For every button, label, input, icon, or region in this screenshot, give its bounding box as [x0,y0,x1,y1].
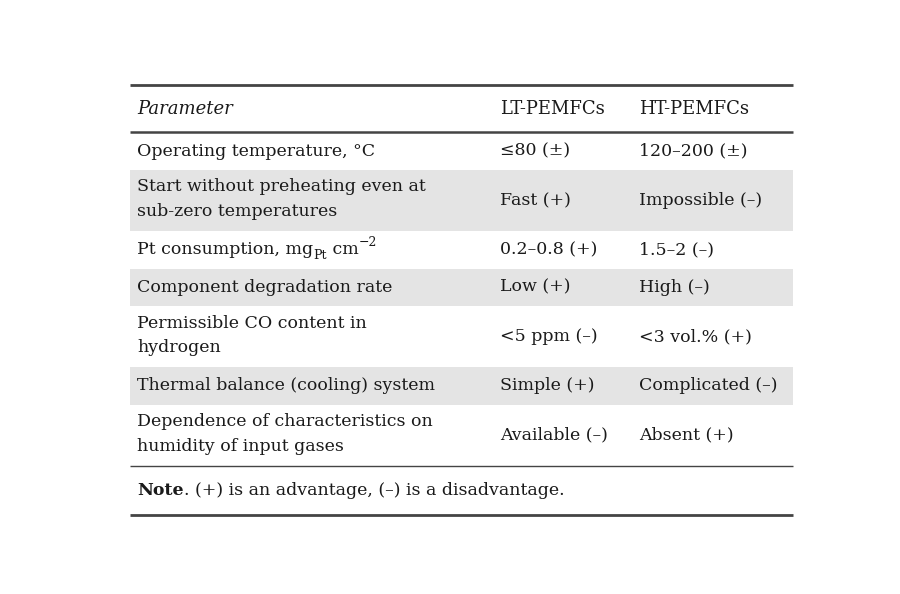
Text: <5 ppm (–): <5 ppm (–) [500,328,598,345]
Bar [130,268,793,306]
Text: <3 vol.% (+): <3 vol.% (+) [639,328,752,345]
Text: cm: cm [327,241,358,258]
Text: Note: Note [137,482,184,498]
Text: Operating temperature, °C: Operating temperature, °C [137,143,375,160]
Bar [130,367,793,405]
Text: Parameter: Parameter [137,100,233,118]
Text: Complicated (–): Complicated (–) [639,377,778,394]
Text: High (–): High (–) [639,279,710,296]
Bar [130,170,793,231]
Text: Thermal balance (cooling) system: Thermal balance (cooling) system [137,377,435,394]
Text: 0.2–0.8 (+): 0.2–0.8 (+) [500,241,597,258]
Text: sub-zero temperatures: sub-zero temperatures [137,203,338,220]
Text: hydrogen: hydrogen [137,339,220,356]
Text: 120–200 (±): 120–200 (±) [639,143,748,160]
Text: Component degradation rate: Component degradation rate [137,279,392,296]
Text: Simple (+): Simple (+) [500,377,594,394]
Text: Fast (+): Fast (+) [500,192,571,209]
Text: 1.5–2 (–): 1.5–2 (–) [639,241,714,258]
Text: Note: Note [137,482,184,498]
Text: humidity of input gases: humidity of input gases [137,438,344,454]
Text: Pt consumption, mg: Pt consumption, mg [137,241,313,258]
Text: Absent (+): Absent (+) [639,426,734,444]
Text: Low (+): Low (+) [500,279,570,296]
Text: Start without preheating even at: Start without preheating even at [137,178,426,195]
Text: −2: −2 [358,236,377,249]
Text: Pt: Pt [313,249,327,262]
Text: . (+) is an advantage, (–) is a disadvantage.: . (+) is an advantage, (–) is a disadvan… [184,482,564,498]
Text: Permissible CO content in: Permissible CO content in [137,315,366,331]
Text: HT-PEMFCs: HT-PEMFCs [639,100,749,118]
Text: LT-PEMFCs: LT-PEMFCs [500,100,605,118]
Text: Available (–): Available (–) [500,426,608,444]
Text: cm: cm [327,241,358,258]
Text: Dependence of characteristics on: Dependence of characteristics on [137,413,433,430]
Text: Impossible (–): Impossible (–) [639,192,762,209]
Text: ≤80 (±): ≤80 (±) [500,143,570,160]
Text: Pt: Pt [313,249,327,262]
